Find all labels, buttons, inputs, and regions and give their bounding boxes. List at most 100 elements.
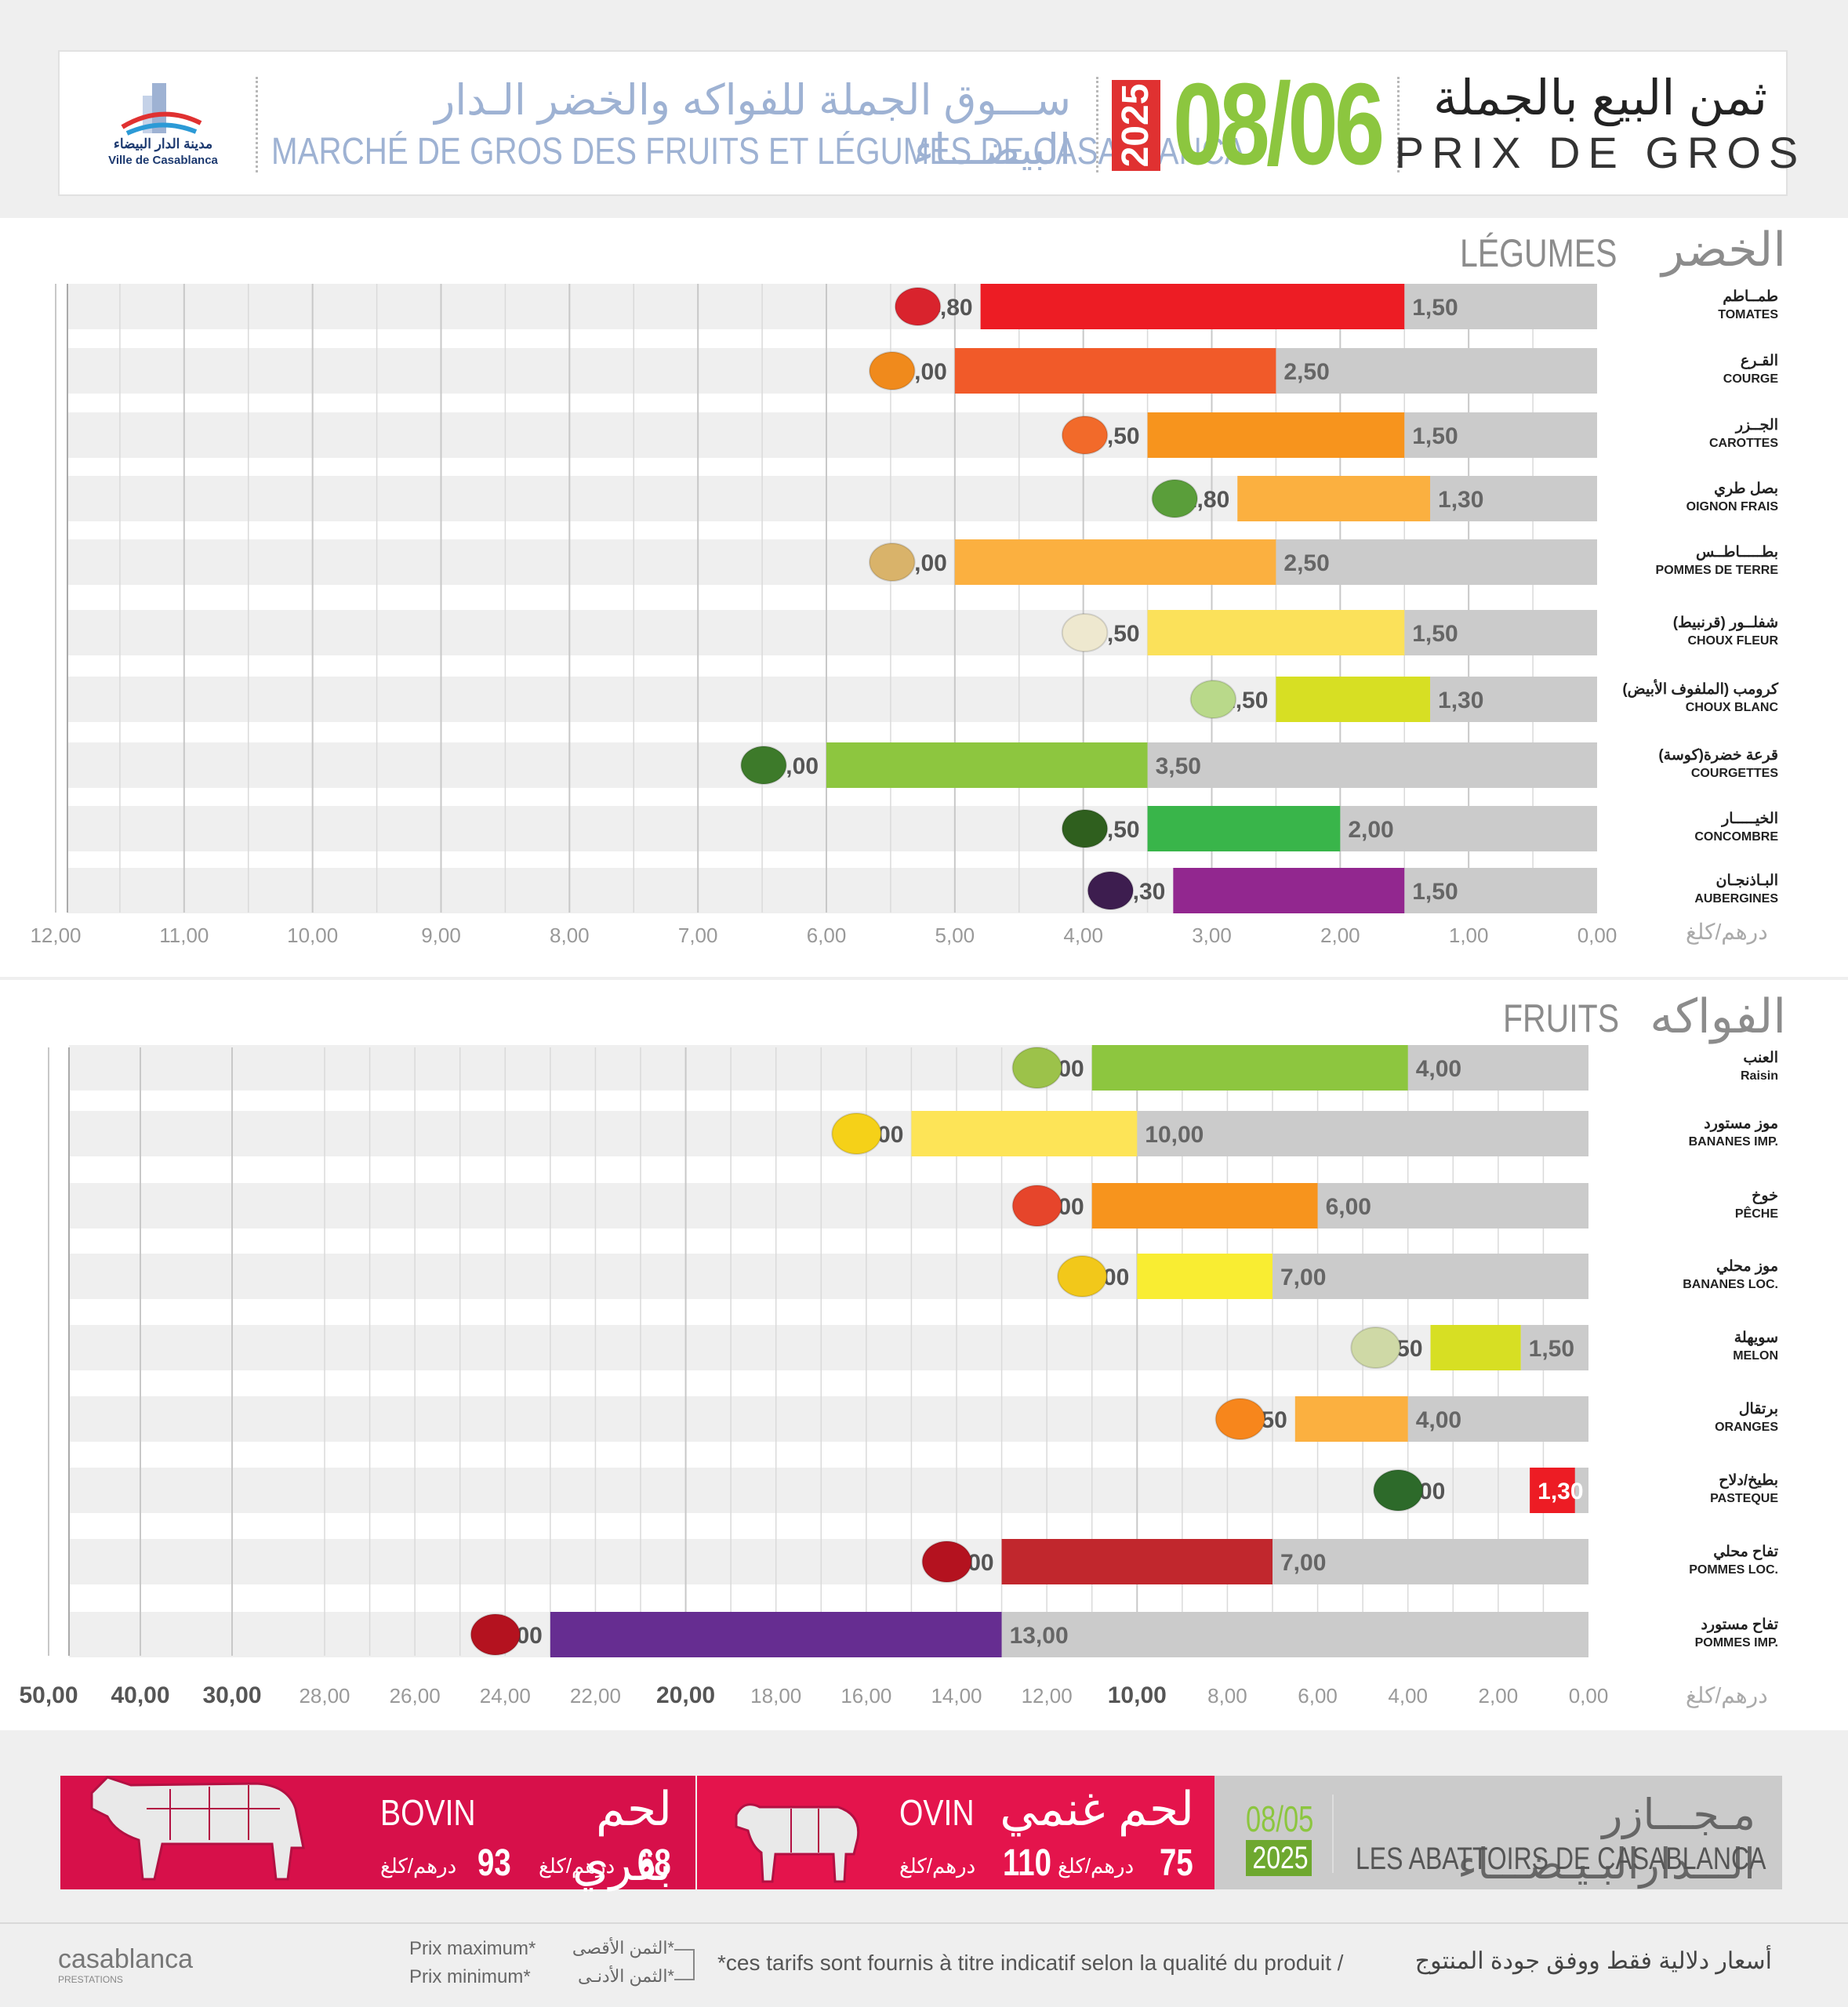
bovin-min-price: 68 [637, 1842, 671, 1884]
tick-label: 4,00 [1063, 924, 1103, 947]
abattoir-date: 08/05 [1246, 1798, 1314, 1839]
tick-label: 2,00 [1479, 1684, 1519, 1708]
header: مدينة الدار البيضاء Ville de Casablanca … [58, 50, 1798, 196]
watermelon-icon [1373, 1469, 1424, 1512]
min-price-bar [1520, 1325, 1588, 1370]
footer-logo-sub: PRESTATIONS [58, 1974, 123, 1985]
fruits-title-ar: الفواكه [1650, 990, 1786, 1043]
min-price-label: 3,50 [1156, 753, 1201, 779]
item-label-ar: بطـــــاطــس [1696, 544, 1778, 561]
bovin-title-fr: BOVIN [380, 1792, 476, 1833]
min-price-bar [1340, 806, 1597, 851]
item-label-ar: العنب [1743, 1050, 1778, 1066]
ovin-unit: درهم/كلغ [1058, 1854, 1135, 1878]
item-label-fr: CHOUX FLEUR [1687, 634, 1778, 648]
tomato-icon [894, 287, 942, 326]
min-price-bar [1001, 1612, 1588, 1657]
vegetables-unit: درهم/كلغ [1686, 920, 1768, 944]
tick-label: 8,00 [550, 924, 590, 947]
item-label-ar: الخيـــــار [1722, 811, 1778, 827]
min-price-label: 2,50 [1283, 550, 1329, 576]
item-label-fr: CONCOMBRE [1694, 830, 1778, 844]
min-price-label: 7,00 [1280, 1265, 1326, 1290]
item-label-fr: OIGNON FRAIS [1686, 500, 1778, 514]
item-label-fr: MELON [1733, 1349, 1778, 1363]
item-label-fr: BANANES LOC. [1683, 1278, 1778, 1291]
min-price-label: 1,50 [1412, 879, 1458, 905]
item-label-fr: CAROTTES [1709, 437, 1778, 450]
market-name-ar: ســـوق الجملة للفواكه والخضر الـدار البي… [434, 77, 1071, 173]
tick-label: 16,00 [840, 1684, 891, 1708]
item-label-ar: تفاح مستورد [1701, 1617, 1778, 1633]
bovin-unit: درهم/كلغ [380, 1854, 457, 1878]
item-label-fr: ORANGES [1715, 1421, 1778, 1434]
item-label-fr: TOMATES [1718, 308, 1778, 321]
max-price-bar [1137, 1254, 1273, 1299]
grapes-icon [1011, 1047, 1062, 1089]
min-price-label: 2,50 [1283, 359, 1329, 385]
item-label-ar: موز محلي [1715, 1258, 1778, 1275]
tick-label: 0,00 [1578, 924, 1617, 947]
fruits-unit: درهم/كلغ [1686, 1683, 1768, 1708]
min-price-label: 4,00 [1416, 1407, 1461, 1433]
item-label-ar: خوخ [1752, 1188, 1778, 1204]
item-label-fr: POMMES IMP. [1694, 1636, 1778, 1650]
tick-label: 30,00 [202, 1682, 261, 1708]
min-price-bar [1404, 868, 1597, 913]
max-price-bar [1173, 868, 1405, 913]
item-label-ar: الجــزر [1735, 417, 1778, 434]
item-label-fr: AUBERGINES [1694, 892, 1778, 906]
min-price-bar [1317, 1183, 1588, 1229]
banana-bunch-icon [831, 1112, 882, 1155]
item-label-fr: POMMES DE TERRE [1655, 564, 1778, 577]
min-price-label: 1,30 [1438, 688, 1483, 713]
abattoir-year-badge [1246, 1840, 1312, 1876]
potato-icon [869, 543, 916, 582]
item-label-fr: PASTEQUE [1710, 1492, 1778, 1505]
tick-label: 0,00 [1569, 1684, 1609, 1708]
legend-bracket [674, 1949, 695, 1980]
footer-logo: casablanca [58, 1944, 194, 1974]
logo-city-fr: Ville de Casablanca [108, 154, 218, 167]
min-price-label: 4,00 [1416, 1056, 1461, 1082]
tick-label: 3,00 [1192, 924, 1232, 947]
spring-onion-icon [1151, 479, 1199, 518]
eggplant-icon [1087, 871, 1135, 910]
abattoir-year: 2025 [1252, 1841, 1309, 1875]
ovin-title-ar: لحم غنمي [1000, 1783, 1194, 1835]
min-price-bar [1276, 539, 1597, 585]
max-price-bar [911, 1111, 1138, 1156]
tick-label: 10,00 [287, 924, 338, 947]
min-price-bar [1147, 742, 1597, 788]
item-label-ar: شفلــور (قرنبيط) [1672, 615, 1778, 631]
fruits-title-fr: FRUITS [1503, 996, 1620, 1040]
item-label-ar: سويهلة [1734, 1330, 1778, 1346]
tick-label: 1,00 [1449, 924, 1489, 947]
bovin-panel: BOVIN لحم بقري درهم/كلغ 93 درهم/كلغ 68 [60, 1776, 695, 1890]
peach-icon [1011, 1185, 1062, 1227]
legend-max-ar: *الثمن الأقصى [572, 1938, 674, 1958]
max-price-bar [1276, 677, 1431, 722]
tick-label: 18,00 [750, 1684, 801, 1708]
vegetables-title-fr: LÉGUMES [1460, 231, 1617, 275]
min-price-label: 7,00 [1280, 1550, 1326, 1576]
item-label-fr: POMMES LOC. [1689, 1563, 1778, 1577]
abattoir-title-ar: مـجـــازر الـــدارالبـيـضـــاء [1457, 1791, 1755, 1888]
item-label-ar: بطيخ/دلاح [1719, 1472, 1778, 1489]
min-price-label: 10,00 [1145, 1122, 1204, 1148]
apples-icon [470, 1613, 521, 1656]
tick-label: 4,00 [1388, 1684, 1428, 1708]
divider [1397, 77, 1400, 172]
ovin-panel: OVIN لحم غنمي درهم/كلغ 110 درهم/كلغ 75 [697, 1776, 1214, 1889]
item-label-ar: كرومب (الملفوف الأبيض) [1622, 681, 1778, 698]
item-label-fr: Raisin [1740, 1069, 1778, 1083]
row-band [69, 1468, 1588, 1513]
min-price-bar [1273, 1539, 1588, 1584]
item-label-ar: تفاح محلي [1713, 1544, 1778, 1560]
tick-label: 5,00 [935, 924, 975, 947]
min-price-label: 13,00 [1010, 1623, 1069, 1649]
tick-label: 2,00 [1320, 924, 1360, 947]
tick-label: 6,00 [807, 924, 847, 947]
page-title-ar: ثمن البيع بالجملة [1433, 71, 1767, 125]
